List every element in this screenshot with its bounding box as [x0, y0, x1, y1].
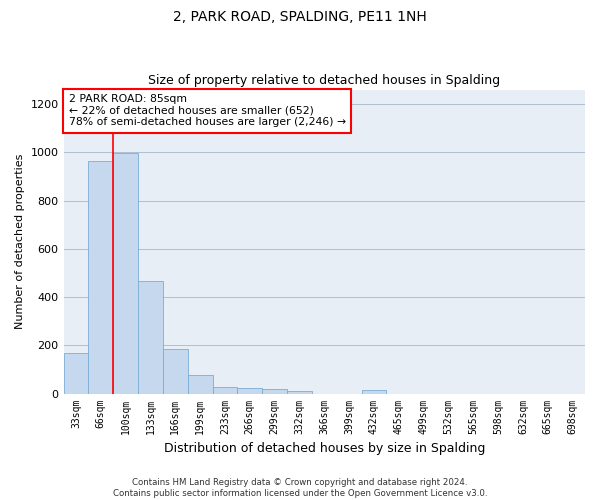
Text: Contains HM Land Registry data © Crown copyright and database right 2024.
Contai: Contains HM Land Registry data © Crown c…: [113, 478, 487, 498]
Bar: [188, 376, 212, 394]
Bar: [138, 280, 163, 394]
Bar: [287, 391, 312, 394]
Bar: [262, 389, 287, 394]
Bar: [212, 387, 238, 394]
Bar: [238, 388, 262, 394]
Bar: [163, 349, 188, 394]
Bar: [64, 352, 88, 394]
Text: 2 PARK ROAD: 85sqm
← 22% of detached houses are smaller (652)
78% of semi-detach: 2 PARK ROAD: 85sqm ← 22% of detached hou…: [69, 94, 346, 128]
Y-axis label: Number of detached properties: Number of detached properties: [15, 154, 25, 329]
Bar: [88, 160, 113, 394]
Bar: [362, 390, 386, 394]
Text: 2, PARK ROAD, SPALDING, PE11 1NH: 2, PARK ROAD, SPALDING, PE11 1NH: [173, 10, 427, 24]
X-axis label: Distribution of detached houses by size in Spalding: Distribution of detached houses by size …: [164, 442, 485, 455]
Title: Size of property relative to detached houses in Spalding: Size of property relative to detached ho…: [148, 74, 500, 87]
Bar: [113, 154, 138, 394]
